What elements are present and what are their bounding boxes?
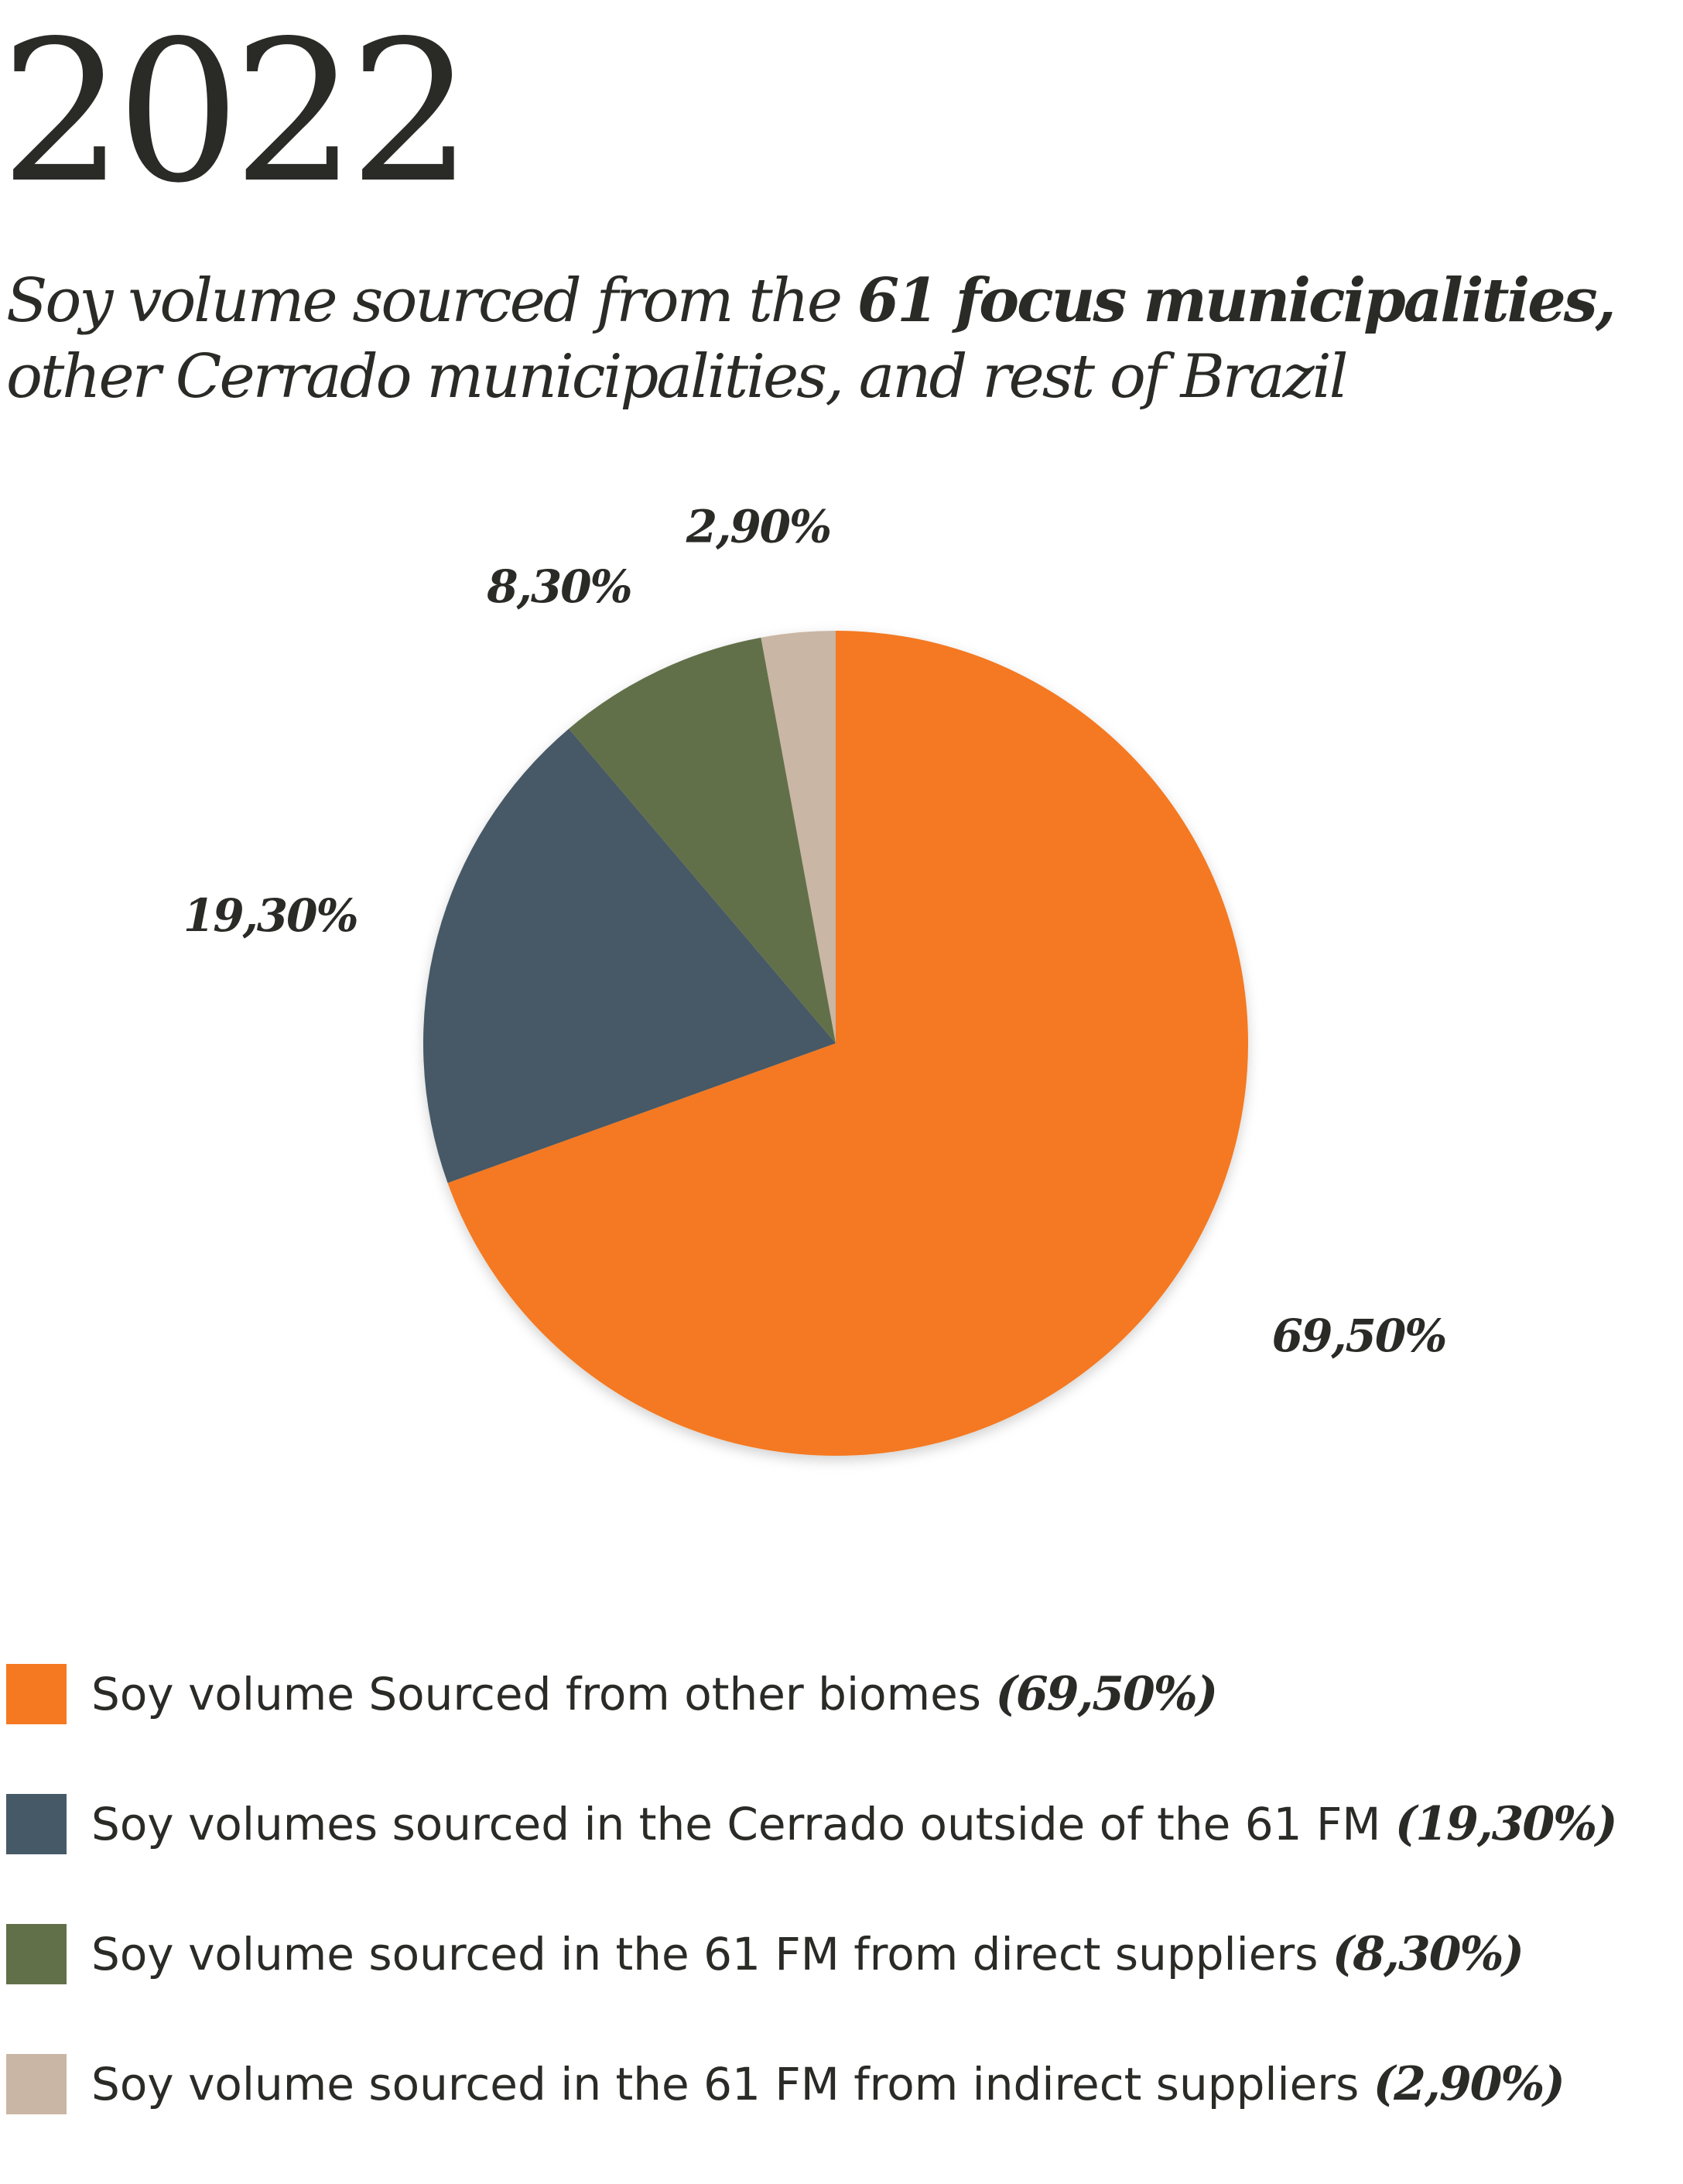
pie-slice — [569, 637, 836, 1043]
legend-percent: (8,30%) — [1332, 1927, 1524, 1981]
legend-percent: (2,90%) — [1373, 2057, 1565, 2111]
pie-slice — [423, 728, 836, 1183]
chart-subtitle: Soy volume sourced from the 61 focus mun… — [6, 263, 1670, 415]
pie-chart: 69,50% 19,30% 8,30% 2,90% — [183, 501, 1447, 1456]
legend-swatch — [6, 1794, 67, 1854]
legend-label: Soy volume Sourced from other biomes — [91, 1668, 982, 1720]
pie-data-label: 2,90% — [686, 501, 830, 553]
legend-percent: (69,50%) — [995, 1667, 1218, 1721]
legend-text: Soy volumes sourced in the Cerrado outsi… — [91, 1794, 1618, 1854]
legend-swatch — [6, 1924, 67, 1984]
legend-text: Soy volume sourced in the 61 FM from dir… — [91, 1924, 1524, 1984]
pie-data-label: 19,30% — [183, 889, 357, 942]
pie-data-label: 8,30% — [486, 560, 631, 613]
subtitle-part-bold: 61 focus municipalities, — [857, 265, 1616, 336]
legend-label: Soy volumes sourced in the Cerrado outsi… — [91, 1798, 1381, 1850]
chart-title: 2022 — [0, 0, 473, 226]
pie-data-label: 69,50% — [1272, 1309, 1446, 1362]
legend-swatch — [6, 1664, 67, 1724]
legend-percent: (19,30%) — [1394, 1797, 1618, 1851]
legend-text: Soy volume Sourced from other biomes (69… — [91, 1664, 1218, 1724]
legend-text: Soy volume sourced in the 61 FM from ind… — [91, 2054, 1565, 2114]
pie-slice — [761, 631, 836, 1043]
legend-label: Soy volume sourced in the 61 FM from dir… — [91, 1928, 1319, 1980]
pie-slice — [447, 631, 1249, 1456]
subtitle-part: other Cerrado municipalities, and rest o… — [6, 342, 1349, 412]
legend-label: Soy volume sourced in the 61 FM from ind… — [91, 2058, 1360, 2110]
subtitle-part: Soy volume sourced from the — [6, 266, 857, 336]
legend-swatch — [6, 2054, 67, 2114]
